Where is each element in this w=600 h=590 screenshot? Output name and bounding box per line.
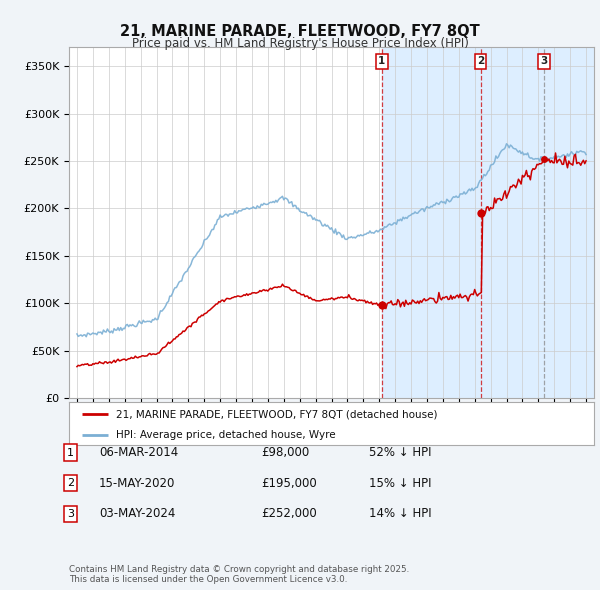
Text: 14% ↓ HPI: 14% ↓ HPI xyxy=(369,507,431,520)
Text: 06-MAR-2014: 06-MAR-2014 xyxy=(99,446,178,459)
Text: 3: 3 xyxy=(540,57,547,67)
Text: 52% ↓ HPI: 52% ↓ HPI xyxy=(369,446,431,459)
Bar xyxy=(481,47,544,398)
Text: £252,000: £252,000 xyxy=(261,507,317,520)
Text: 15-MAY-2020: 15-MAY-2020 xyxy=(99,477,175,490)
Text: 21, MARINE PARADE, FLEETWOOD, FY7 8QT: 21, MARINE PARADE, FLEETWOOD, FY7 8QT xyxy=(120,24,480,38)
Text: 03-MAY-2024: 03-MAY-2024 xyxy=(99,507,175,520)
Text: £195,000: £195,000 xyxy=(261,477,317,490)
Text: 21, MARINE PARADE, FLEETWOOD, FY7 8QT (detached house): 21, MARINE PARADE, FLEETWOOD, FY7 8QT (d… xyxy=(116,409,438,419)
Text: 2: 2 xyxy=(477,57,484,67)
Text: 2: 2 xyxy=(67,478,74,488)
Text: HPI: Average price, detached house, Wyre: HPI: Average price, detached house, Wyre xyxy=(116,430,336,440)
Text: 1: 1 xyxy=(67,448,74,457)
Text: 1: 1 xyxy=(379,57,386,67)
Text: Contains HM Land Registry data © Crown copyright and database right 2025.
This d: Contains HM Land Registry data © Crown c… xyxy=(69,565,409,584)
Bar xyxy=(544,47,594,398)
Bar xyxy=(382,47,481,398)
Text: 15% ↓ HPI: 15% ↓ HPI xyxy=(369,477,431,490)
Text: 3: 3 xyxy=(67,509,74,519)
Text: £98,000: £98,000 xyxy=(261,446,309,459)
Text: Price paid vs. HM Land Registry's House Price Index (HPI): Price paid vs. HM Land Registry's House … xyxy=(131,37,469,50)
